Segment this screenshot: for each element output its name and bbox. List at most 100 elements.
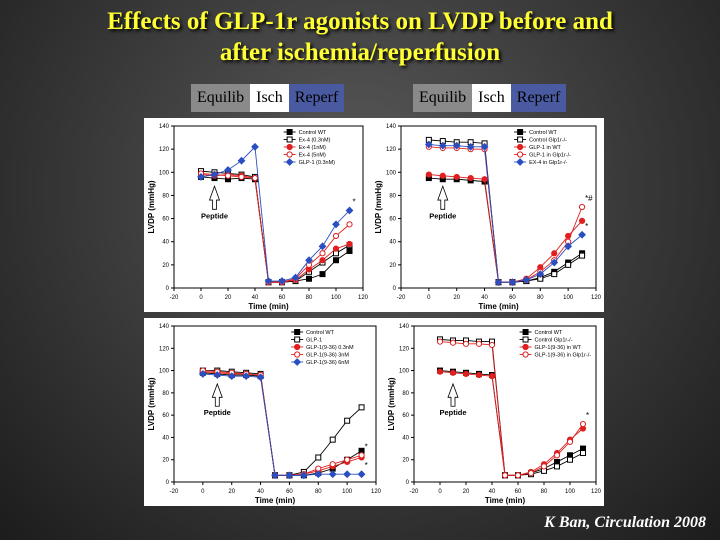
data-point <box>278 277 286 285</box>
data-point <box>567 456 573 463</box>
x-tick-label: 20 <box>463 489 470 495</box>
series-5 <box>198 370 366 480</box>
series-1 <box>198 173 353 286</box>
plot-frame <box>173 325 377 483</box>
data-point <box>554 463 560 470</box>
data-point <box>242 372 251 381</box>
legend-label: Ex-4 (5nM) <box>299 153 326 159</box>
x-tick-label: -20 <box>170 295 179 301</box>
x-tick-label: 100 <box>563 295 574 301</box>
phase-equilib: Equilib <box>191 84 251 112</box>
x-tick-label: 100 <box>342 489 353 495</box>
x-tick-label: -20 <box>397 295 406 301</box>
data-point <box>480 142 489 151</box>
data-point <box>213 371 222 379</box>
x-tick-label: -20 <box>170 489 179 495</box>
legend-marker <box>517 129 524 135</box>
data-point <box>357 470 366 479</box>
y-tick-label: 60 <box>402 413 409 419</box>
significance-mark: *# <box>585 194 593 203</box>
phase-strip-right: Equilib Isch Reperf <box>413 84 567 112</box>
legend-marker <box>517 151 524 158</box>
legend-marker <box>522 343 529 351</box>
title-line-2: after ischemia/reperfusion <box>219 39 501 66</box>
phase-reperf: Reperf <box>288 84 345 112</box>
series-line <box>200 170 350 283</box>
data-point <box>237 156 246 165</box>
y-tick-label: 120 <box>386 147 397 153</box>
series-line <box>202 371 362 476</box>
significance-mark: * <box>365 461 368 470</box>
legend-label: Control WT <box>299 130 327 136</box>
legend-marker <box>294 329 301 335</box>
data-point <box>358 452 365 459</box>
x-tick-label: 20 <box>453 295 460 301</box>
data-point <box>475 340 483 347</box>
y-tick-label: 40 <box>389 240 396 246</box>
series-line <box>202 370 362 476</box>
y-tick-label: 40 <box>402 435 409 441</box>
y-axis-label: LVDP (mmHg) <box>147 180 156 233</box>
phase-equilib: Equilib <box>413 84 473 112</box>
legend-label: GLP-1(9-36) 6nM <box>306 360 349 366</box>
series-1 <box>425 175 586 286</box>
series-4 <box>199 367 365 479</box>
chart-panel-4: -20 0 20 40 60 80 100 120 0 20 40 60 80 100 120 140 Time… <box>384 318 604 506</box>
data-point <box>540 463 548 470</box>
phase-isch: Isch <box>472 84 511 112</box>
phase-reperf: Reperf <box>510 84 567 112</box>
x-tick-label: 20 <box>228 489 235 495</box>
chart-4: -20 0 20 40 60 80 100 120020406080100120140Time… <box>387 324 602 505</box>
data-point <box>256 373 265 382</box>
chart-panel-1: -20 0 20 40 60 80 100 120 0 20 40 60 80 100 120 140 Time… <box>144 118 371 312</box>
data-point <box>344 456 351 463</box>
legend-marker <box>516 158 525 166</box>
data-point <box>224 172 232 179</box>
data-point <box>439 172 446 179</box>
data-point <box>344 417 351 424</box>
legend-marker <box>286 129 293 135</box>
data-point <box>343 470 352 479</box>
series-5 <box>424 140 586 287</box>
y-tick-label: 60 <box>162 413 169 419</box>
x-tick-label: 60 <box>515 489 522 495</box>
significance-mark: * <box>365 442 368 451</box>
y-tick-label: 140 <box>399 324 410 330</box>
data-point <box>197 173 205 181</box>
y-tick-label: 20 <box>162 263 169 269</box>
series-line <box>202 373 362 476</box>
x-tick-label: 40 <box>257 489 264 495</box>
x-axis-label: Time (min) <box>485 496 526 505</box>
y-axis-label: LVDP (mmHg) <box>147 377 156 430</box>
y-tick-label: 100 <box>159 170 170 176</box>
legend-label: Control Glp1r-/- <box>535 338 573 344</box>
y-tick-label: 20 <box>389 263 396 269</box>
x-tick-label: 120 <box>591 295 602 301</box>
legend-label: Control Glp1r-/- <box>529 138 567 144</box>
data-point <box>346 221 353 228</box>
data-point <box>536 270 545 279</box>
y-tick-label: 0 <box>166 286 170 292</box>
legend: Control WT Control Glp1r-/-GLP-1 in WT GLP… <box>514 129 571 166</box>
significance-mark: * <box>353 197 356 206</box>
legend-label: Ex-4 (1nM) <box>299 145 326 151</box>
legend-label: Control WT <box>306 330 334 336</box>
data-point <box>305 256 313 265</box>
y-tick-label: 120 <box>159 147 170 153</box>
y-tick-label: 80 <box>162 391 169 397</box>
data-point <box>494 278 503 287</box>
data-point <box>438 141 447 150</box>
series-line <box>428 174 583 283</box>
series-3 <box>436 368 587 479</box>
y-tick-label: 0 <box>406 480 410 486</box>
data-point <box>238 173 245 181</box>
legend-label: Control WT <box>535 330 563 336</box>
legend-label: GLP-1(9-36) in Glp1r-/- <box>535 353 592 359</box>
data-point <box>251 142 259 151</box>
data-point <box>329 436 336 443</box>
data-point <box>481 176 488 183</box>
data-point <box>578 230 586 239</box>
data-point <box>501 472 509 479</box>
y-axis-label: LVDP (mmHg) <box>374 180 383 233</box>
